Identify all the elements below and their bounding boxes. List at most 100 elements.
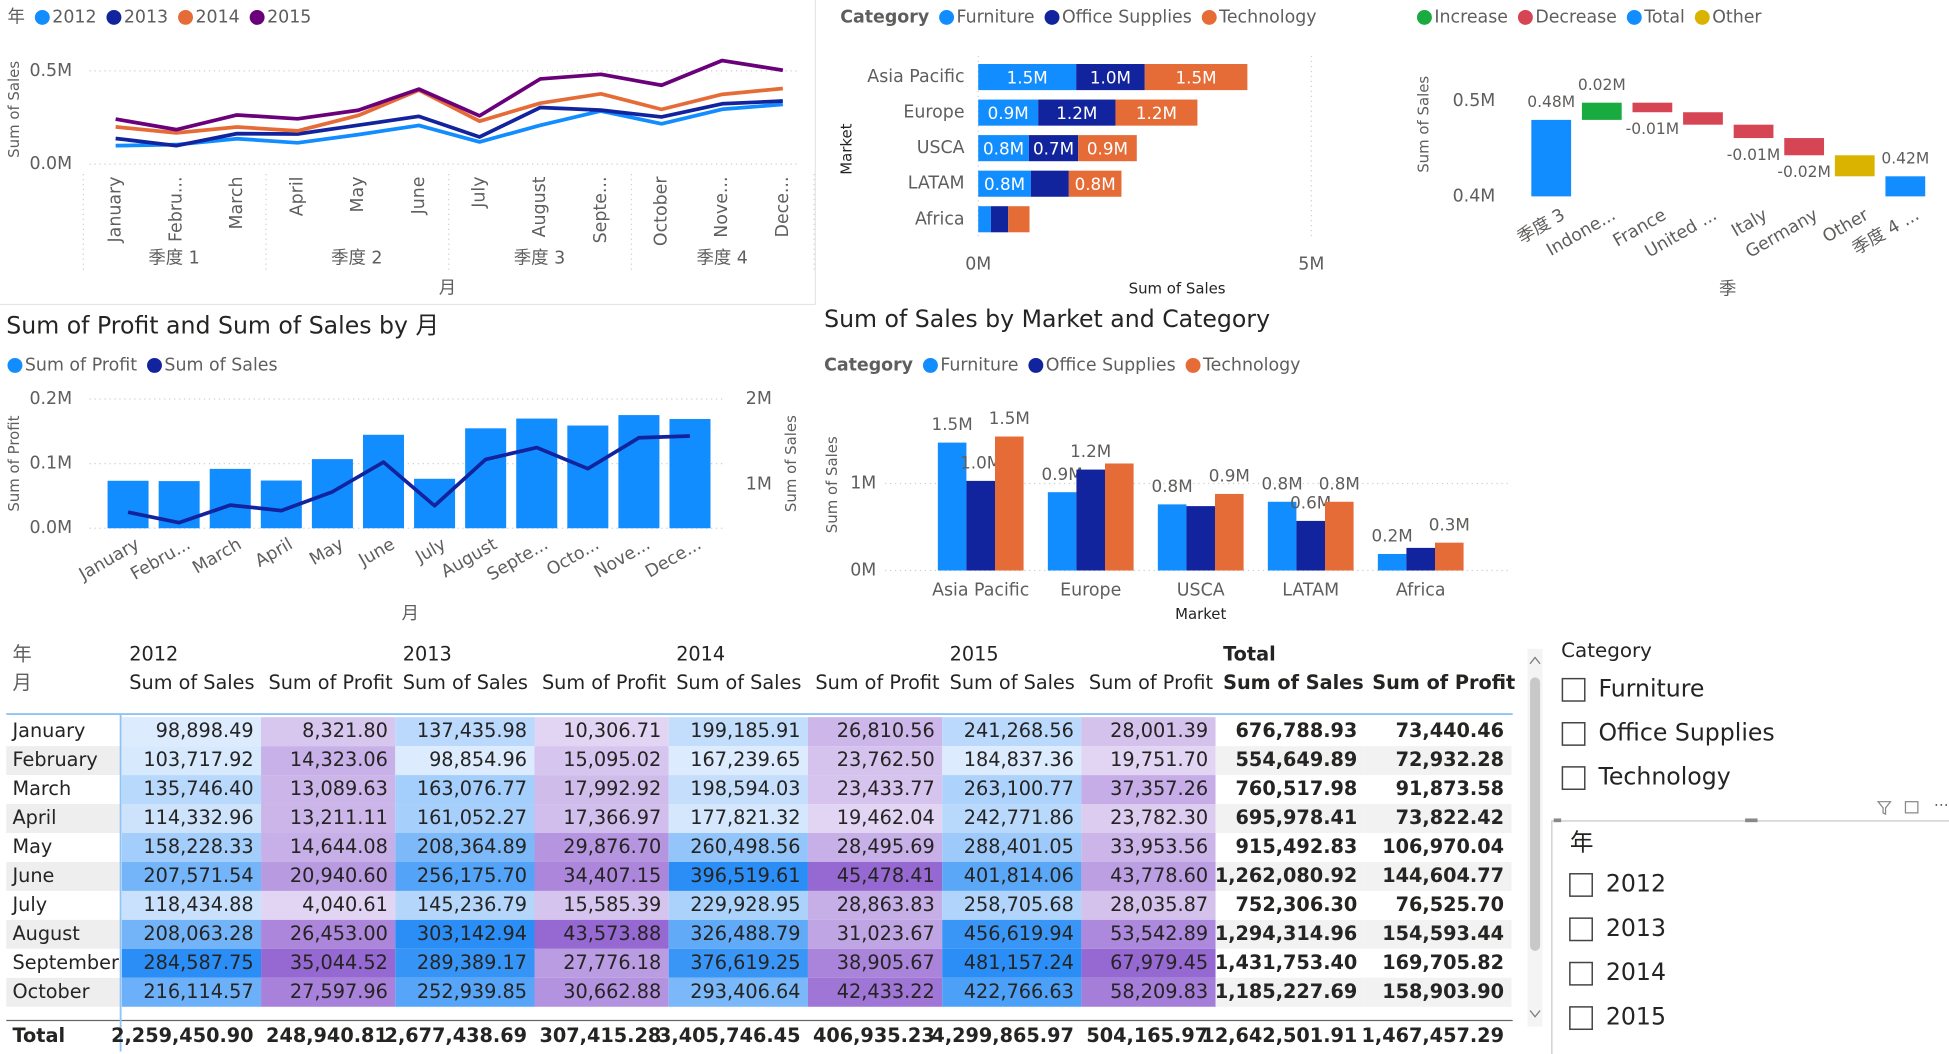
table-cell	[261, 977, 396, 1007]
x-group-label: 季度 1	[148, 249, 199, 269]
y-tick-label: Africa	[915, 209, 965, 229]
bar-segment	[978, 206, 991, 233]
cell-value: 103,717.92	[143, 748, 253, 771]
waterfall-bar	[1834, 155, 1875, 177]
cell-value: 752,306.30	[1236, 893, 1358, 916]
row-header: March	[12, 777, 71, 800]
table-cell	[1081, 717, 1216, 747]
cell-value: 252,939.85	[417, 980, 527, 1003]
data-label: 1.5M	[1176, 67, 1217, 87]
table-cell	[807, 861, 943, 891]
table-cell	[807, 977, 943, 1007]
total-value: 406,935.23	[813, 1024, 935, 1047]
legend-marker	[7, 357, 23, 373]
filter-icon[interactable]	[1876, 801, 1892, 816]
cell-value: 167,239.65	[690, 748, 800, 771]
bar	[1377, 553, 1407, 571]
cell-value: 260,498.56	[690, 835, 800, 858]
scroll-thumb[interactable]	[1530, 677, 1541, 951]
total-value: 3,405,746.45	[658, 1024, 800, 1047]
scroll-up[interactable]	[1529, 656, 1541, 665]
y2-tick-label: 1M	[746, 475, 772, 495]
data-label: 0.42M	[1881, 149, 1929, 167]
table-cell	[807, 948, 943, 978]
table-cell	[668, 833, 808, 862]
cell-value: 208,063.28	[143, 922, 253, 945]
bar	[567, 425, 609, 529]
scroll-down[interactable]	[1529, 1010, 1541, 1018]
row-header: September	[12, 951, 118, 974]
x-tick-label: August	[530, 176, 550, 237]
table-cell	[1081, 890, 1216, 920]
y-tick-label: LATAM	[908, 174, 965, 194]
table-cell	[1364, 717, 1512, 747]
cell-value: 169,705.82	[1382, 951, 1504, 974]
cell-value: 15,095.02	[563, 748, 661, 771]
cell-value: 10,306.71	[563, 719, 661, 742]
cell-value: 229,928.95	[690, 893, 800, 916]
cell-value: 422,766.63	[964, 980, 1074, 1003]
x-tick-label: May	[348, 176, 368, 212]
table-cell	[942, 833, 1082, 862]
table-cell	[942, 977, 1082, 1007]
slicer-checkbox[interactable]	[1569, 961, 1593, 986]
total-value: 4,299,865.97	[931, 1024, 1073, 1047]
table-cell	[395, 861, 535, 891]
data-label: 1.2M	[1070, 441, 1111, 461]
table-cell	[942, 804, 1082, 834]
cell-value: 23,762.50	[837, 748, 935, 771]
column-header: Sum of Sales	[950, 671, 1075, 694]
x-tick-label: Asia Pacific	[932, 580, 1029, 600]
line-series	[115, 99, 783, 148]
line-series	[115, 58, 784, 132]
x-axis-title: 月	[439, 278, 456, 298]
table-scrollbar[interactable]	[1527, 648, 1543, 1027]
cell-value: 158,903.90	[1382, 980, 1504, 1003]
cell-value: 27,776.18	[563, 951, 661, 974]
slicer-checkbox[interactable]	[1561, 677, 1586, 702]
row-header-cell	[6, 804, 121, 834]
row-header: June	[11, 864, 54, 887]
cell-value: 695,978.41	[1236, 806, 1358, 829]
slicer-checkbox[interactable]	[1569, 917, 1593, 942]
bar	[209, 468, 251, 529]
row-header-cell	[6, 977, 121, 1007]
row-header-cell	[6, 775, 121, 805]
x-tick-label: June	[355, 534, 399, 571]
waterfall-bar	[1581, 102, 1622, 120]
table-cell	[395, 746, 535, 776]
slicer-checkbox[interactable]	[1561, 722, 1586, 746]
cell-value: 154,593.44	[1382, 922, 1504, 945]
table-cell	[534, 948, 669, 978]
data-label: 0.9M	[988, 103, 1029, 123]
line-series	[115, 102, 783, 148]
y-tick-label: 0.2M	[29, 389, 72, 409]
table-cell	[261, 833, 396, 862]
slicer-checkbox[interactable]	[1569, 1006, 1593, 1031]
slicer-item: 2013	[1606, 914, 1666, 942]
slicer-checkbox[interactable]	[1569, 873, 1593, 897]
legend-label: Office Supplies	[1062, 7, 1192, 27]
legend-marker	[1028, 357, 1044, 373]
total-value: 248,940.81	[266, 1024, 388, 1047]
cell-value: 23,433.77	[837, 777, 935, 800]
table-cell	[121, 746, 262, 776]
slicer-checkbox[interactable]	[1561, 766, 1586, 791]
column-group-header: 2013	[403, 643, 452, 666]
more-icon[interactable]: ⋯	[1934, 795, 1949, 813]
table-cell	[121, 861, 262, 891]
row-header-cell	[6, 717, 121, 747]
table-cell	[534, 775, 669, 805]
bar	[1296, 520, 1326, 571]
x-axis-title: Sum of Sales	[1129, 280, 1226, 298]
cell-value: 288,401.05	[964, 835, 1074, 858]
legend-label: Technology	[1218, 7, 1316, 27]
cell-value: 28,863.83	[837, 893, 935, 916]
y-tick-label: 0.1M	[29, 454, 72, 474]
cell-value: 4,040.61	[302, 893, 388, 916]
cell-value: 242,771.86	[964, 806, 1074, 829]
focus-icon[interactable]	[1904, 801, 1919, 814]
cell-value: 20,940.60	[290, 864, 388, 887]
table-cell	[1081, 746, 1216, 776]
